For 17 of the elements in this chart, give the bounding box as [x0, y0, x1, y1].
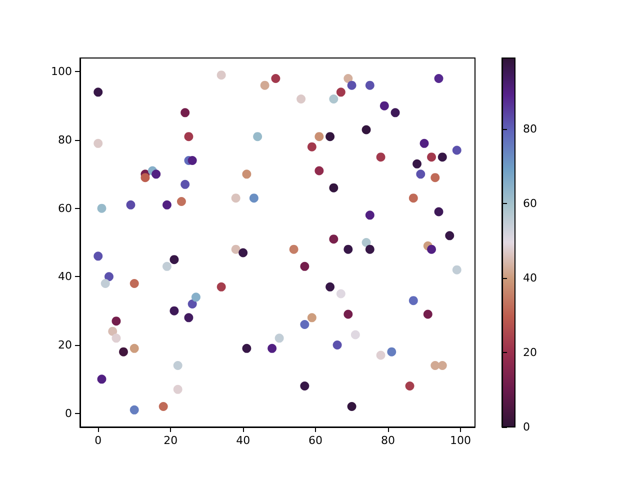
- x-tick-label: 40: [236, 434, 250, 447]
- y-tick-label: 60: [58, 202, 72, 215]
- x-tick-label: 100: [450, 434, 472, 447]
- y-tick-label: 0: [65, 406, 72, 420]
- x-tick-label: 20: [164, 434, 178, 447]
- x-tick-label: 0: [94, 434, 102, 447]
- y-tick-label: 20: [58, 338, 72, 352]
- y-tick-label: 40: [58, 270, 72, 284]
- color-bar-label: 80: [523, 122, 537, 136]
- x-tick-label: 80: [381, 434, 396, 447]
- color-bar-label: 20: [523, 346, 537, 359]
- x-tick-label: 60: [308, 434, 323, 447]
- color-bar-label: 60: [523, 196, 537, 210]
- color-bar-label: 40: [523, 271, 537, 284]
- y-tick-label: 100: [51, 65, 72, 78]
- y-tick-label: 80: [58, 134, 72, 146]
- color-bar-label: 0: [523, 420, 530, 434]
